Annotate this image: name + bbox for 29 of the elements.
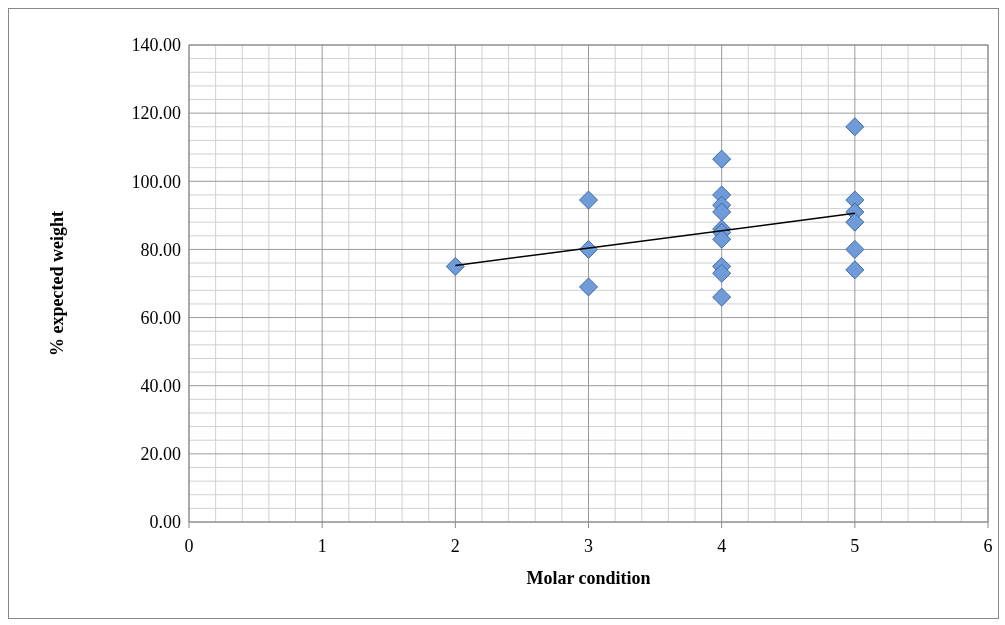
y-tick-label: 100.00 (131, 171, 181, 192)
y-axis-title: % expected weight (47, 211, 67, 356)
x-tick-label: 2 (450, 536, 460, 556)
point (712, 287, 732, 307)
point (845, 117, 865, 137)
y-tick-label: 40.00 (140, 376, 181, 397)
point (445, 256, 465, 276)
y-tick-label: 80.00 (140, 239, 181, 260)
y-tick-label: 0.00 (149, 512, 181, 533)
y-tick-label: 140.00 (131, 35, 181, 56)
point (712, 202, 732, 222)
x-tick-label: 3 (584, 536, 593, 556)
y-tick-label: 60.00 (140, 307, 181, 328)
y-tick-label: 120.00 (131, 103, 181, 124)
x-axis-title: Molar condition (526, 568, 651, 588)
x-tick-label: 1 (317, 536, 327, 556)
point (845, 239, 865, 259)
point (579, 277, 598, 297)
point (579, 190, 598, 210)
point (845, 260, 865, 280)
y-tick-label: 20.00 (140, 444, 181, 465)
x-tick-label: 4 (717, 536, 727, 556)
x-tick-label: 5 (850, 536, 860, 556)
x-tick-label: 6 (983, 536, 993, 556)
x-tick-label: 0 (184, 536, 194, 556)
point (712, 149, 732, 169)
point (712, 229, 732, 249)
point (845, 212, 865, 232)
point (712, 263, 732, 283)
